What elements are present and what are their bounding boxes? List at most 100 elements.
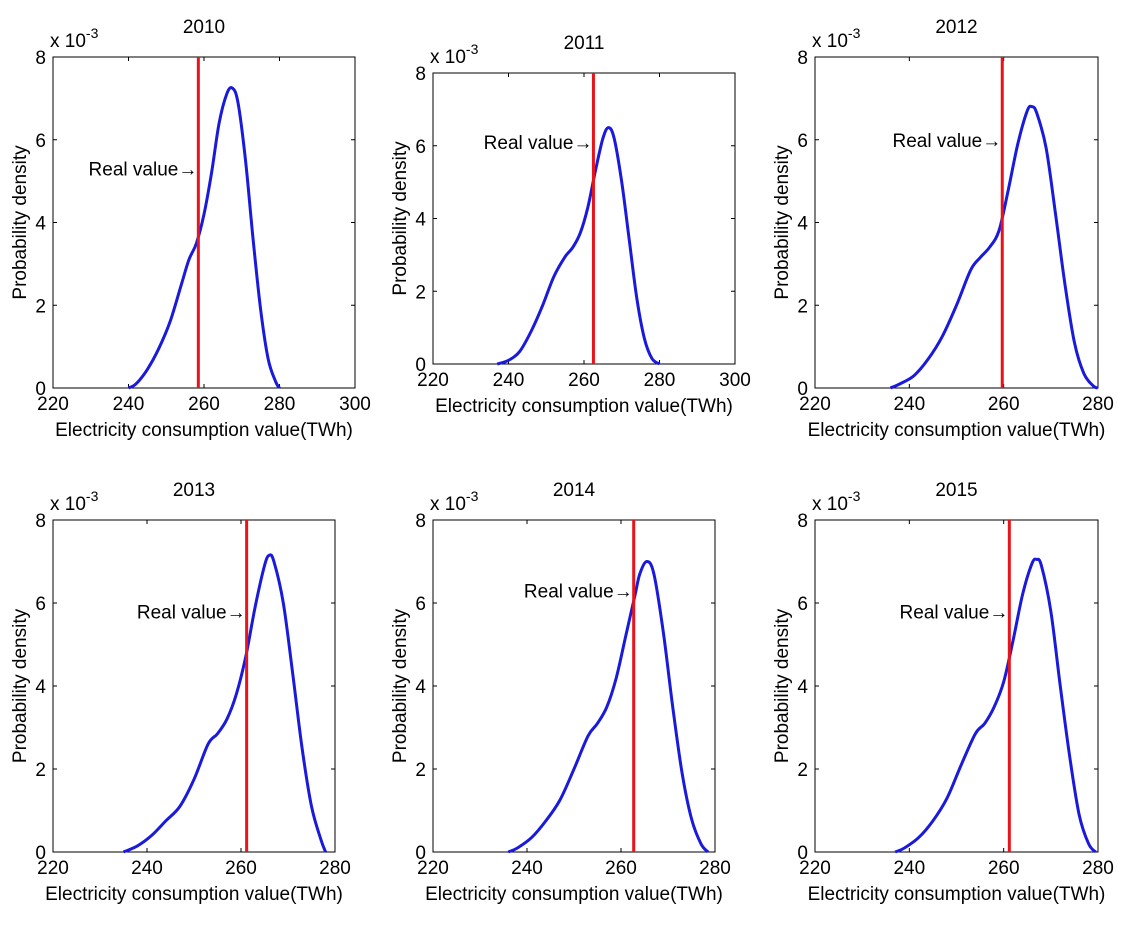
- real-value-label: Real value: [137, 602, 227, 623]
- chart-panel-2015: 220 240 260 280 0 2 4 6 8x 10-3 2015 Electricity c…: [772, 480, 1114, 905]
- chart-title: 2010: [183, 17, 225, 38]
- real-value-annotation: Real value→: [137, 602, 246, 623]
- y-tick-label: 6: [797, 594, 808, 615]
- y-tick-label: 0: [415, 355, 426, 376]
- chart-panel-2012: 220 240 260 280 0 2 4 6 8x 10-3 2012 Electricity c…: [772, 17, 1114, 441]
- y-tick-label: 6: [35, 131, 46, 152]
- axes-box: [52, 56, 356, 389]
- density-curve: [496, 126, 661, 366]
- y-tick-label: 4: [35, 677, 46, 698]
- real-value-annotation: Real value→: [892, 131, 1001, 152]
- x-tick-label: 280: [699, 858, 731, 879]
- y-multiplier-base: x 10: [50, 31, 86, 52]
- axes-box: [814, 519, 1099, 853]
- y-multiplier-base: x 10: [50, 494, 86, 515]
- chart-panel-2010: 220 240 260 280 300 0 2 4 6 8x 10-3 2010 Electricit…: [10, 17, 371, 441]
- y-axis-label: Probability density: [10, 145, 31, 300]
- x-tick-label: 280: [1082, 858, 1114, 879]
- y-multiplier-exponent: -3: [848, 488, 861, 504]
- chart-title: 2011: [564, 33, 605, 54]
- y-tick-label: 0: [415, 843, 426, 864]
- axes-box: [432, 519, 716, 853]
- y-tick-label: 2: [35, 296, 46, 317]
- y-tick-label: 6: [415, 594, 426, 615]
- x-axis-label: Electricity consumption value(TWh): [425, 884, 723, 905]
- chart-title: 2015: [935, 480, 977, 501]
- chart-title: 2014: [553, 480, 596, 501]
- y-multiplier-base: x 10: [430, 47, 466, 68]
- real-value-label: Real value: [892, 131, 982, 152]
- y-tick-label: 4: [415, 677, 426, 698]
- x-axis-label: Electricity consumption value(TWh): [435, 396, 733, 417]
- y-multiplier-exponent: -3: [848, 25, 861, 41]
- y-tick-label: 0: [797, 379, 808, 400]
- arrow-right-icon: →: [227, 602, 246, 623]
- density-curve: [889, 104, 1099, 390]
- y-tick-label: 4: [415, 210, 426, 231]
- y-multiplier-label: x 10-3: [812, 488, 861, 515]
- y-multiplier-base: x 10: [812, 494, 848, 515]
- real-value-label: Real value: [89, 160, 179, 181]
- y-tick-label: 8: [797, 48, 808, 69]
- x-tick-label: 240: [511, 858, 543, 879]
- arrow-right-icon: →: [614, 582, 633, 603]
- x-tick-label: 220: [417, 370, 449, 391]
- arrow-right-icon: →: [982, 131, 1001, 152]
- y-multiplier-exponent: -3: [86, 25, 99, 41]
- y-tick-label: 4: [797, 677, 808, 698]
- real-value-annotation: Real value→: [524, 582, 633, 603]
- arrow-right-icon: →: [573, 133, 592, 154]
- x-tick-label: 260: [188, 394, 220, 415]
- x-tick-label: 260: [605, 858, 637, 879]
- real-value-annotation: Real value→: [484, 133, 593, 154]
- y-tick-label: 0: [35, 843, 46, 864]
- arrow-right-icon: →: [989, 602, 1008, 623]
- x-tick-label: 240: [893, 858, 925, 879]
- y-multiplier-label: x 10-3: [430, 41, 479, 68]
- chart-panel-2011: 220 240 260 280 300 0 2 4 6 8x 10-3 2011 Electricit…: [390, 33, 751, 417]
- y-axis-label: Probability density: [772, 145, 793, 300]
- x-tick-label: 280: [1082, 394, 1114, 415]
- y-tick-label: 2: [797, 760, 808, 781]
- y-tick-label: 0: [797, 843, 808, 864]
- x-tick-label: 240: [493, 370, 525, 391]
- y-tick-label: 6: [797, 131, 808, 152]
- y-tick-label: 4: [35, 214, 46, 235]
- chart-title: 2013: [173, 480, 215, 501]
- chart-panel-2013: 220 240 260 280 0 2 4 6 8x 10-3 2013 Electricity c…: [10, 480, 351, 905]
- x-tick-label: 260: [568, 370, 600, 391]
- y-axis-label: Probability density: [772, 608, 793, 763]
- x-tick-label: 220: [417, 858, 449, 879]
- y-axis-label: Probability density: [390, 141, 411, 296]
- x-tick-label: 220: [37, 394, 69, 415]
- real-value-annotation: Real value→: [900, 602, 1009, 623]
- x-tick-label: 220: [37, 858, 69, 879]
- x-axis-label: Electricity consumption value(TWh): [45, 884, 343, 905]
- x-tick-label: 260: [988, 858, 1020, 879]
- axes-box: [52, 519, 336, 853]
- x-tick-label: 260: [988, 394, 1020, 415]
- y-axis-label: Probability density: [390, 608, 411, 763]
- y-tick-label: 6: [35, 594, 46, 615]
- y-tick-label: 8: [797, 511, 808, 532]
- chart-panel-2014: 220 240 260 280 0 2 4 6 8x 10-3 2014 Electricity c…: [390, 480, 731, 905]
- y-multiplier-label: x 10-3: [812, 25, 861, 52]
- x-tick-label: 280: [644, 370, 676, 391]
- y-multiplier-label: x 10-3: [430, 488, 479, 515]
- x-tick-label: 240: [113, 394, 145, 415]
- y-tick-label: 6: [415, 137, 426, 158]
- y-tick-label: 8: [415, 511, 426, 532]
- x-tick-label: 240: [131, 858, 163, 879]
- real-value-annotation: Real value→: [89, 160, 198, 181]
- y-multiplier-base: x 10: [812, 31, 848, 52]
- x-axis-label: Electricity consumption value(TWh): [808, 420, 1106, 441]
- y-multiplier-exponent: -3: [466, 488, 479, 504]
- chart-title: 2012: [935, 17, 977, 38]
- y-multiplier-base: x 10: [430, 494, 466, 515]
- y-multiplier-label: x 10-3: [50, 488, 99, 515]
- real-value-label: Real value: [524, 582, 614, 603]
- y-multiplier-exponent: -3: [466, 41, 479, 57]
- y-axis-label: Probability density: [10, 608, 31, 763]
- density-curve: [122, 553, 328, 854]
